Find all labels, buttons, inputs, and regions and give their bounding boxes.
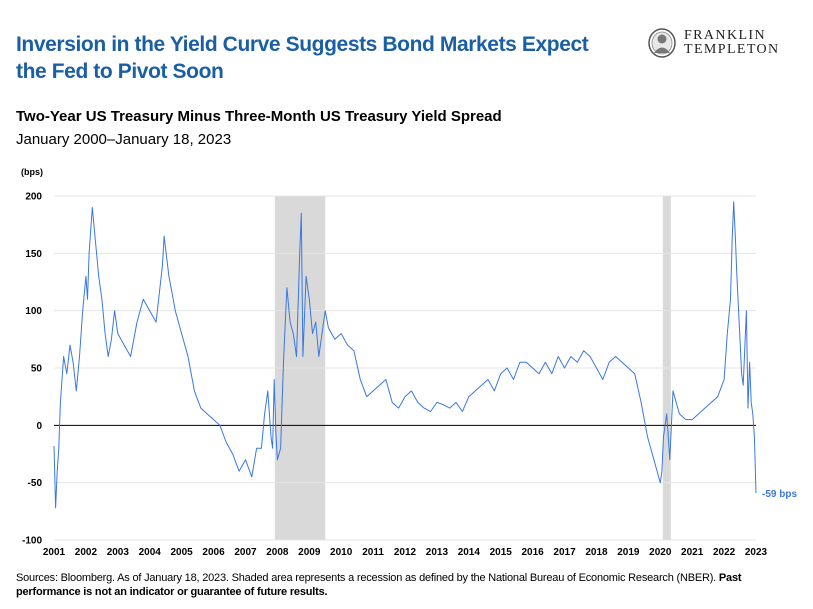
x-tick-label: 2022: [713, 547, 736, 558]
series-line: [53, 201, 757, 509]
x-tick-label: 2008: [266, 547, 289, 558]
x-tick-label: 2004: [139, 547, 162, 558]
x-tick-label: 2020: [649, 547, 672, 558]
headline-line-2: the Fed to Pivot Soon: [16, 60, 224, 83]
logo-line-1: FRANKLIN: [684, 28, 766, 43]
x-tick-label: 2007: [234, 547, 257, 558]
x-tick-label: 2018: [585, 547, 608, 558]
gridlines: [54, 195, 756, 541]
footer-disclaimer: Past performance is not an indicator or …: [16, 572, 742, 598]
y-tick-label: 150: [25, 249, 42, 260]
y-tick-label: 200: [25, 192, 42, 203]
x-tick-label: 2009: [298, 547, 321, 558]
chart-subtitle: January 2000–January 18, 2023: [16, 131, 232, 148]
y-tick-label: 50: [31, 364, 43, 375]
x-tick-label: 2002: [75, 547, 98, 558]
x-tick-label: 2023: [745, 547, 768, 558]
logo-wordmark: FRANKLIN TEMPLETON: [684, 29, 780, 57]
logo-line-2: TEMPLETON: [684, 42, 780, 57]
y-tick-label: 0: [36, 421, 42, 432]
y-tick-labels: -100 -50 0 50 100 150 200: [22, 192, 42, 547]
headline: Inversion in the Yield Curve Suggests Bo…: [16, 31, 636, 85]
x-tick-label: 2013: [426, 547, 449, 558]
x-tick-labels: 2001 2002 2003 2004 2005 2006 2007 2008 2009 2010…: [43, 547, 768, 558]
franklin-templeton-logo: FRANKLIN TEMPLETON: [648, 28, 798, 60]
x-tick-label: 2006: [202, 547, 225, 558]
y-axis-label: (bps): [21, 167, 43, 177]
y-tick-label: 100: [25, 306, 42, 317]
x-tick-label: 2010: [330, 547, 353, 558]
x-tick-label: 2011: [362, 547, 384, 558]
franklin-portrait-seal-icon: [648, 28, 676, 58]
x-tick-label: 2016: [522, 547, 545, 558]
x-tick-label: 2012: [394, 547, 417, 558]
x-tick-label: 2017: [553, 547, 576, 558]
footer-text: Sources: Bloomberg. As of January 18, 20…: [16, 572, 717, 584]
footer-sources: Sources: Bloomberg. As of January 18, 20…: [16, 571, 806, 599]
y-tick-label: -50: [28, 478, 43, 489]
end-value-label: -59 bps: [762, 489, 797, 500]
x-tick-label: 2019: [617, 547, 640, 558]
chart-title: Two-Year US Treasury Minus Three-Month U…: [16, 108, 502, 125]
y-tick-label: -100: [22, 536, 42, 547]
x-tick-label: 2014: [458, 547, 481, 558]
x-tick-label: 2015: [490, 547, 513, 558]
x-tick-label: 2021: [681, 547, 704, 558]
x-tick-label: 2001: [43, 547, 66, 558]
x-tick-label: 2003: [107, 547, 130, 558]
x-tick-label: 2005: [171, 547, 194, 558]
headline-line-1: Inversion in the Yield Curve Suggests Bo…: [16, 33, 589, 56]
